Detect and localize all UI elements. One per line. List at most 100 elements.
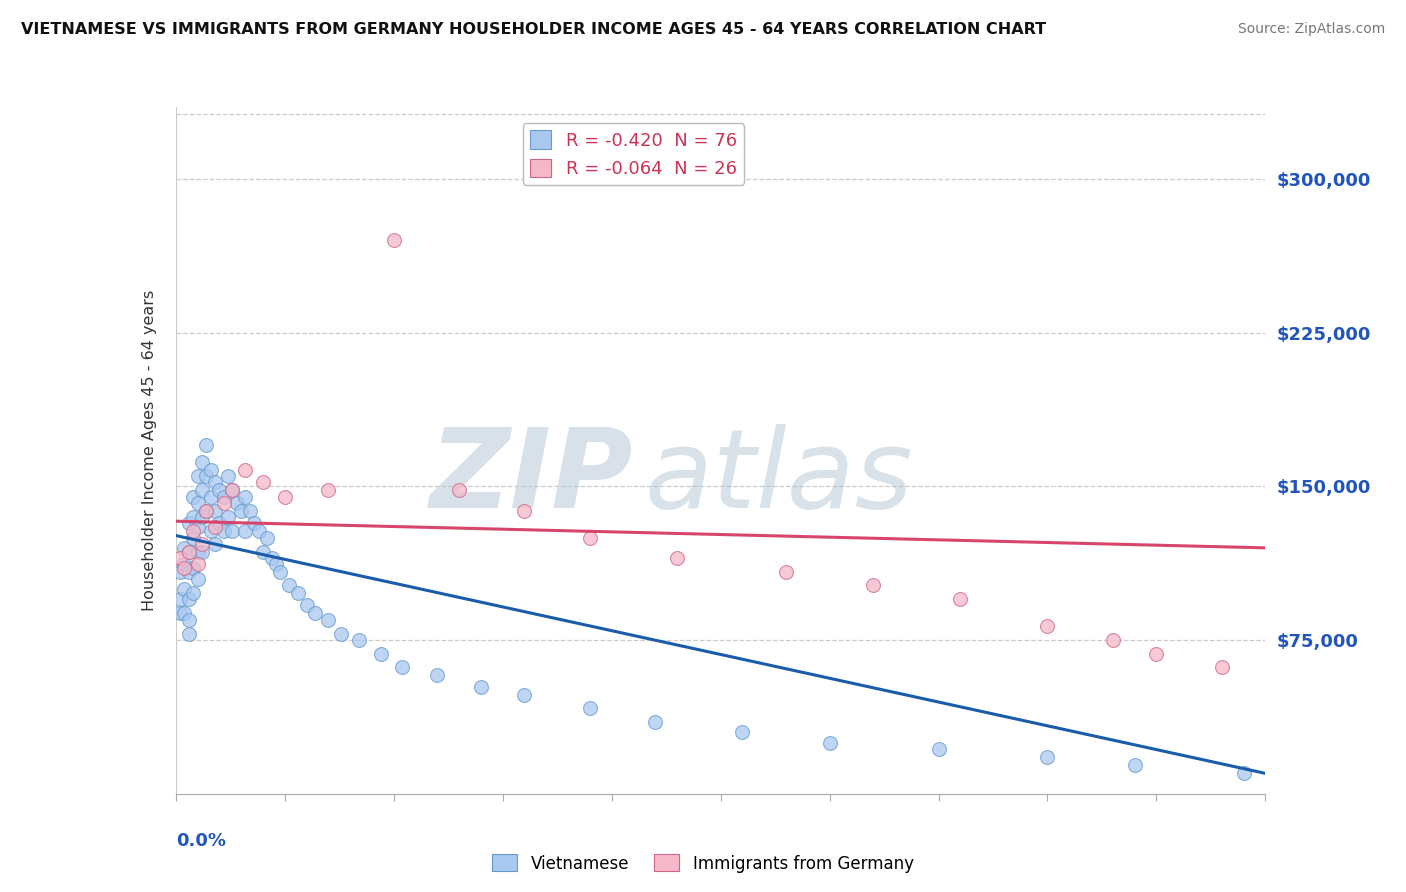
Point [391,659,413,673]
Point [169,592,191,607]
Point [177,516,200,531]
Point [177,613,200,627]
Point [256,531,278,545]
Point [181,524,204,539]
Point [191,455,214,469]
Point [195,504,218,518]
Text: VIETNAMESE VS IMMIGRANTS FROM GERMANY HOUSEHOLDER INCOME AGES 45 - 64 YEARS CORR: VIETNAMESE VS IMMIGRANTS FROM GERMANY HO… [21,22,1046,37]
Point [173,607,195,621]
Point [208,516,231,531]
Point [204,504,226,518]
Point [1102,633,1125,648]
Point [212,496,235,510]
Point [252,545,274,559]
Point [204,475,226,490]
Point [1123,758,1146,772]
Point [295,599,318,613]
Point [181,561,204,575]
Point [318,613,340,627]
Point [304,607,326,621]
Point [173,582,195,596]
Point [287,586,309,600]
Text: Source: ZipAtlas.com: Source: ZipAtlas.com [1237,22,1385,37]
Point [278,578,301,592]
Point [513,504,536,518]
Point [269,566,291,580]
Point [217,510,239,524]
Point [208,483,231,498]
Point [231,504,253,518]
Point [169,566,191,580]
Point [204,520,226,534]
Point [818,736,841,750]
Point [177,627,200,641]
Point [260,551,283,566]
Point [235,463,257,477]
Point [177,545,200,559]
Point [181,510,204,524]
Point [173,541,195,555]
Point [186,469,209,483]
Point [862,578,884,592]
Point [426,668,449,682]
Point [235,490,257,504]
Point [235,524,257,539]
Point [447,483,470,498]
Point [247,524,270,539]
Point [666,551,689,566]
Point [191,483,214,498]
Point [1036,750,1059,764]
Point [186,520,209,534]
Point [1232,766,1256,780]
Point [181,586,204,600]
Point [217,469,239,483]
Point [470,680,492,694]
Point [173,561,195,575]
Point [173,558,195,572]
Legend: R = -0.420  N = 76, R = -0.064  N = 26: R = -0.420 N = 76, R = -0.064 N = 26 [523,123,744,186]
Point [200,490,222,504]
Point [221,483,243,498]
Point [195,504,218,518]
Point [731,725,754,739]
Point [221,483,243,498]
Point [370,648,392,662]
Text: ZIP: ZIP [430,425,633,532]
Point [644,715,666,730]
Point [347,633,370,648]
Point [186,558,209,572]
Point [181,490,204,504]
Point [186,496,209,510]
Point [212,524,235,539]
Point [1144,648,1167,662]
Point [200,463,222,477]
Point [221,524,243,539]
Point [513,689,536,703]
Point [1211,659,1233,673]
Legend: Vietnamese, Immigrants from Germany: Vietnamese, Immigrants from Germany [485,847,921,880]
Point [239,504,262,518]
Point [225,496,247,510]
Point [212,490,235,504]
Point [204,537,226,551]
Point [191,545,214,559]
Point [382,233,405,247]
Point [177,592,200,607]
Y-axis label: Householder Income Ages 45 - 64 years: Householder Income Ages 45 - 64 years [142,290,157,611]
Point [195,469,218,483]
Point [330,627,353,641]
Text: 0.0%: 0.0% [176,831,226,850]
Point [928,741,950,756]
Point [252,475,274,490]
Point [191,537,214,551]
Point [775,566,797,580]
Point [949,592,972,607]
Point [274,490,297,504]
Point [169,607,191,621]
Point [186,572,209,586]
Text: atlas: atlas [644,425,912,532]
Point [181,531,204,545]
Point [177,545,200,559]
Point [200,524,222,539]
Point [579,531,602,545]
